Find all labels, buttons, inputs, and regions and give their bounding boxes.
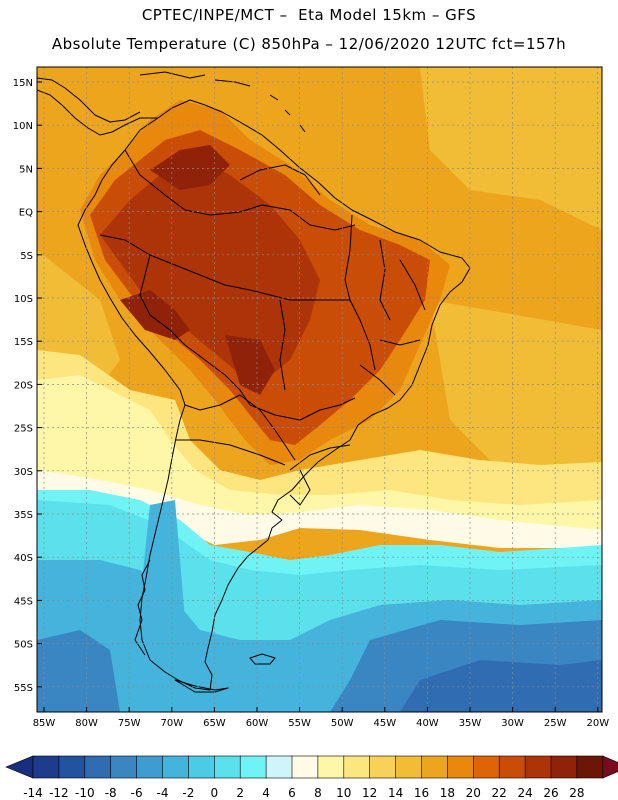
lat-label: 15S [14, 337, 33, 348]
field-land-hottest-1 [120, 290, 190, 340]
colorbar-label: 0 [210, 786, 218, 800]
lat-label: 35S [14, 510, 33, 521]
colorbar-label: 14 [388, 786, 403, 800]
lon-label: 60W [246, 718, 269, 729]
colorbar-label: 8 [314, 786, 322, 800]
coastlines [37, 71, 471, 693]
lat-label: 25S [14, 424, 33, 435]
lon-label: 65W [203, 718, 226, 729]
temperature-field [37, 67, 602, 712]
colorbar-swatch [317, 755, 345, 779]
lat-label: 5N [19, 164, 33, 175]
map-frame [36, 66, 603, 713]
lon-label: 40W [416, 718, 439, 729]
colorbar-label: 2 [236, 786, 244, 800]
field-blue-dark [400, 660, 602, 712]
colorbar-label: 4 [262, 786, 270, 800]
colorbar-label: 24 [517, 786, 532, 800]
colorbar-label: 18 [440, 786, 455, 800]
colorbar-swatch [84, 755, 112, 779]
colorbar-label: -12 [49, 786, 69, 800]
colorbar-swatch [265, 755, 293, 779]
chart-title-line1: CPTEC/INPE/MCT – Eta Model 15km – GFS [141, 6, 477, 24]
colorbar-label: -10 [75, 786, 95, 800]
colorbar-swatch [498, 755, 526, 779]
lat-label: 10S [14, 294, 33, 305]
colorbar-swatch [395, 755, 423, 779]
colorbar-arrow-low [5, 755, 34, 779]
colorbar-label: -4 [157, 786, 169, 800]
colorbar-label: -6 [131, 786, 143, 800]
field-land-hotter [100, 155, 320, 380]
lat-label: 45S [14, 596, 33, 607]
colorbar-swatch [524, 755, 552, 779]
colorbar-swatch [550, 755, 578, 779]
colorbar-swatch [343, 755, 371, 779]
colorbar-swatch [188, 755, 215, 779]
colorbar-swatch [291, 755, 319, 779]
colorbar-label: 26 [543, 786, 558, 800]
graticule [37, 67, 602, 712]
lon-label: 75W [118, 718, 141, 729]
latitude-labels: 15N 10N 5N EQ 5S 10S 15S 20S 25S 30S 35S 40S 45S 50S 5… [13, 78, 42, 694]
lat-label: 55S [14, 683, 33, 694]
colorbar-label: 20 [466, 786, 481, 800]
field-andes-cool [140, 500, 200, 700]
lat-label: 40S [14, 553, 33, 564]
field-land-hottest-3 [225, 335, 275, 395]
longitude-labels: 85W 80W 75W 70W 65W 60W 55W 50W 45W 40W 35W 30W 25W 2… [33, 707, 609, 729]
colorbar: -14 -12 -10 -8 -6 -4 -2 0 2 4 6 8 10 12 14 16 18 20 22 24 26… [5, 755, 618, 800]
lon-label: 45W [373, 718, 396, 729]
colorbar-label: -8 [105, 786, 117, 800]
colorbar-label: 16 [414, 786, 429, 800]
colorbar-swatch [58, 755, 86, 779]
colorbar-swatch [472, 755, 500, 779]
colorbar-swatch [369, 755, 397, 779]
colorbar-swatch [32, 755, 60, 779]
lat-label: 50S [14, 640, 33, 651]
colorbar-label: -14 [23, 786, 43, 800]
lat-label: 30S [14, 467, 33, 478]
colorbar-label: 28 [569, 786, 584, 800]
colorbar-swatch [214, 755, 241, 779]
colorbar-swatch [576, 755, 604, 779]
colorbar-label: 22 [492, 786, 507, 800]
colorbar-swatch [136, 755, 164, 779]
colorbar-swatch [421, 755, 449, 779]
lon-label: 50W [331, 718, 354, 729]
colorbar-swatch [239, 755, 267, 779]
lon-label: 25W [544, 718, 567, 729]
lat-label: 5S [20, 251, 33, 262]
colorbar-label: 6 [288, 786, 296, 800]
colorbar-label: 12 [362, 786, 377, 800]
lat-label: EQ [19, 208, 33, 219]
chart-title-line2: Absolute Temperature (C) 850hPa – 12/06/… [51, 35, 567, 53]
field-pacific-blue [37, 630, 120, 712]
colorbar-swatch [162, 755, 190, 779]
colorbar-label: 10 [336, 786, 351, 800]
lon-label: 85W [33, 718, 56, 729]
field-ocean-north-bright [420, 67, 602, 230]
lat-label: 20S [14, 380, 33, 391]
field-land-hottest-2 [150, 145, 230, 190]
lat-label: 10N [13, 121, 33, 132]
colorbar-swatch [110, 755, 138, 779]
lon-label: 35W [459, 718, 482, 729]
lon-label: 55W [288, 718, 311, 729]
colorbar-swatch [447, 755, 474, 779]
lon-label: 30W [501, 718, 524, 729]
colorbar-label: -2 [182, 786, 194, 800]
lon-label: 80W [75, 718, 98, 729]
lon-label: 70W [160, 718, 183, 729]
lon-label: 20W [586, 718, 609, 729]
colorbar-arrow-high [602, 755, 618, 779]
lat-label: 15N [13, 78, 33, 89]
